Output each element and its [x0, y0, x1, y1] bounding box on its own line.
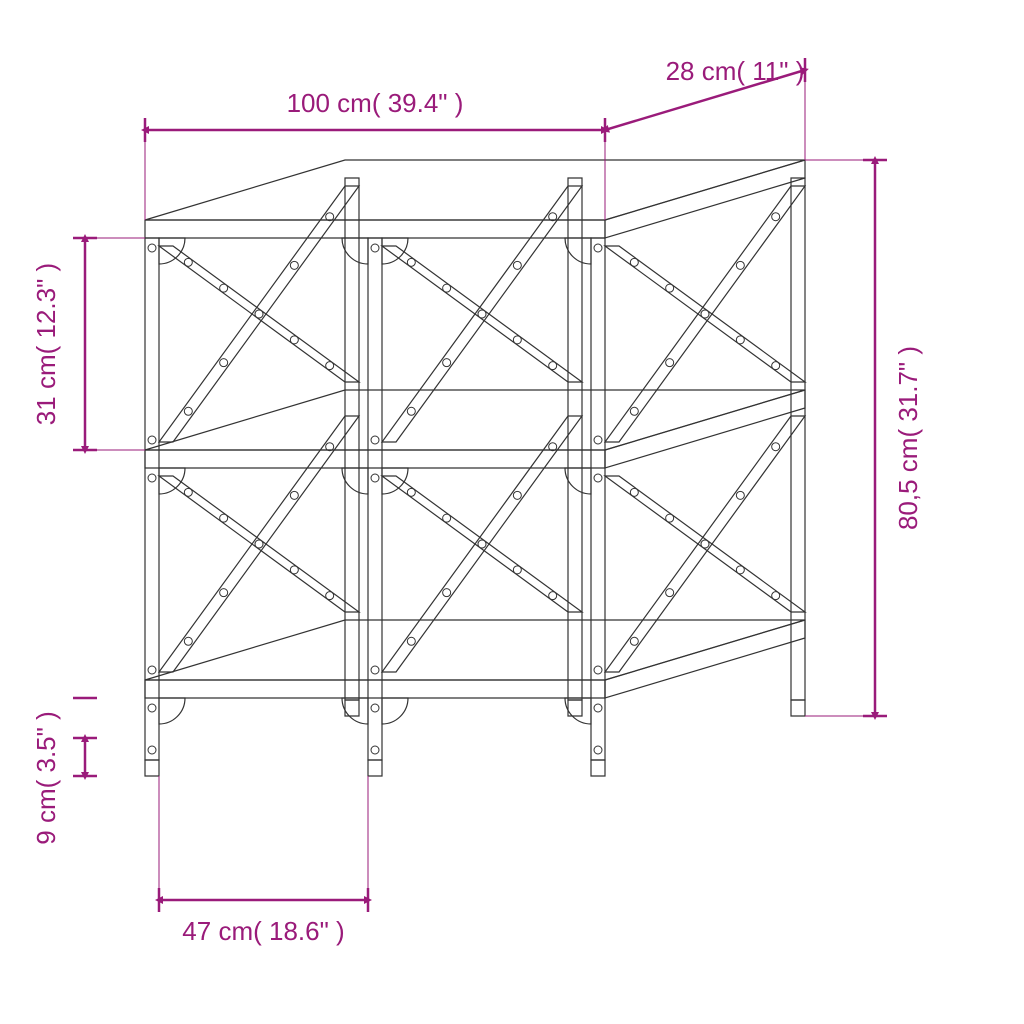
svg-text:9 cm( 3.5" ): 9 cm( 3.5" )	[31, 711, 61, 844]
svg-text:100 cm( 39.4" ): 100 cm( 39.4" )	[287, 88, 464, 118]
svg-text:47 cm( 18.6" ): 47 cm( 18.6" )	[182, 916, 344, 946]
svg-text:80,5 cm( 31.7" ): 80,5 cm( 31.7" )	[893, 346, 923, 530]
svg-text:31 cm( 12.3" ): 31 cm( 12.3" )	[31, 263, 61, 425]
svg-text:28 cm( 11" ): 28 cm( 11" )	[666, 56, 805, 86]
furniture-dimension-diagram: 100 cm( 39.4" ) 28 cm( 11" ) 80,5 cm( 31.7…	[0, 0, 1024, 1024]
